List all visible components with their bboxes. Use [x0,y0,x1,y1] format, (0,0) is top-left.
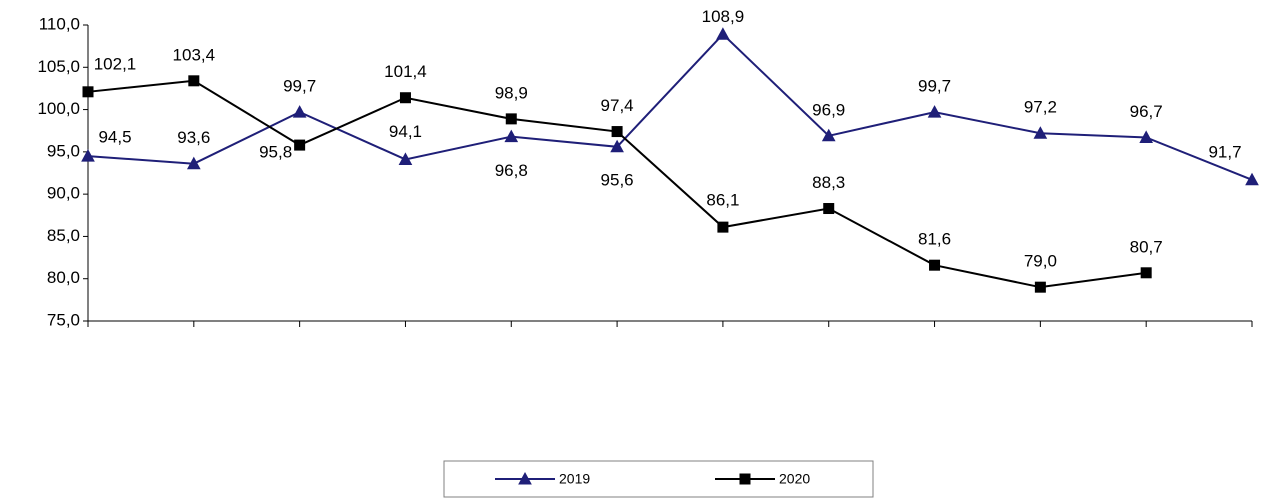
data-point [292,105,307,118]
data-point [398,152,413,165]
data-label: 96,9 [812,100,845,119]
y-tick-label: 80,0 [47,268,80,287]
data-point [82,86,94,98]
data-point [1033,126,1048,139]
data-point [1034,281,1046,293]
data-point [505,113,517,125]
series-line [87,32,1253,181]
data-point [399,92,411,104]
legend-label: 2020 [779,471,810,487]
data-label: 95,8 [259,143,292,162]
data-label: 80,7 [1130,237,1163,256]
data-label: 98,9 [495,83,528,102]
data-label: 99,7 [283,77,316,96]
data-label: 97,2 [1024,98,1057,117]
data-label: 94,5 [98,128,131,147]
legend-label: 2019 [559,471,590,487]
data-point [716,27,730,40]
data-point [821,128,836,142]
y-tick-label: 85,0 [47,226,80,245]
data-point [823,203,835,215]
data-label: 102,1 [94,54,137,73]
data-label: 97,4 [601,96,634,115]
data-label: 101,4 [384,62,427,81]
y-tick-label: 110,0 [39,14,80,33]
data-label: 95,6 [601,170,634,189]
data-label: 96,7 [1130,102,1163,121]
data-label: 93,6 [177,128,210,147]
data-point [1140,267,1152,279]
legend-marker [518,471,532,485]
data-point [294,139,306,151]
data-label: 108,9 [702,7,745,26]
data-point [186,156,201,170]
data-point [81,149,95,162]
y-tick-label: 75,0 [47,310,80,329]
data-label: 81,6 [918,230,951,249]
data-point [611,126,623,138]
data-point [1139,130,1154,143]
data-point [188,75,200,87]
data-label: 96,8 [495,161,528,180]
data-label: 79,0 [1024,252,1057,271]
data-label: 88,3 [812,173,845,192]
y-tick-label: 100,0 [37,99,80,118]
data-label: 94,1 [389,122,422,141]
data-label: 103,4 [173,45,216,64]
data-point [717,221,729,233]
legend-marker [739,473,751,485]
y-tick-label: 90,0 [47,184,80,203]
data-point [929,259,941,271]
data-point [927,105,942,118]
data-label: 91,7 [1208,142,1241,161]
data-point [610,139,624,153]
data-point [504,129,519,143]
y-tick-label: 105,0 [37,57,80,76]
data-label: 86,1 [706,191,739,210]
data-label: 99,7 [918,77,951,96]
y-tick-label: 95,0 [47,141,80,160]
data-point [1245,172,1259,186]
